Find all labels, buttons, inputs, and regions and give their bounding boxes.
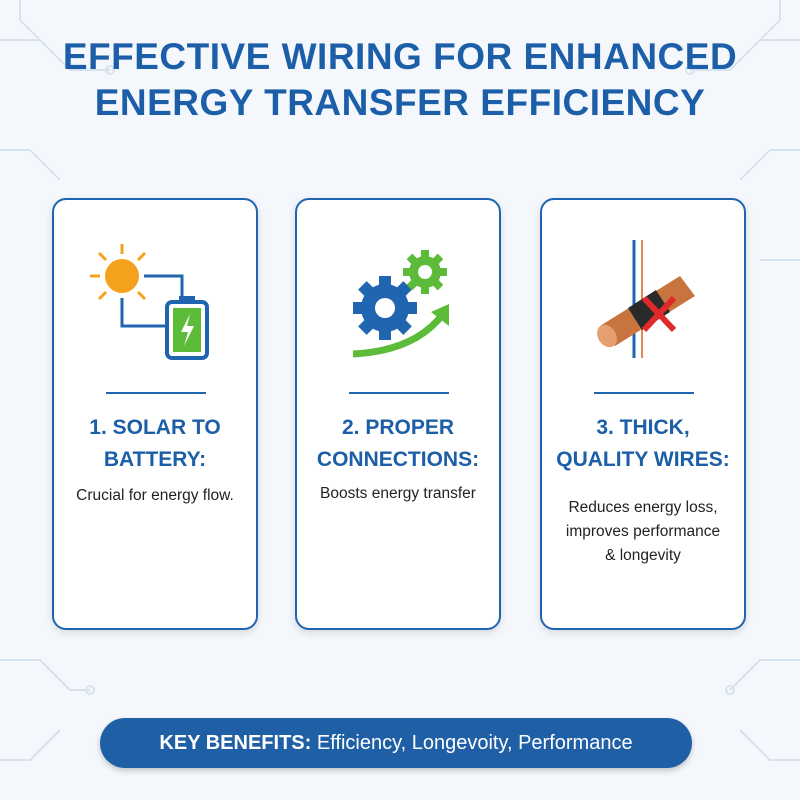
heading-line: QUALITY WIRES:	[556, 448, 730, 471]
body-line: Reduces energy loss,	[568, 499, 718, 516]
divider	[349, 392, 449, 394]
wire-icon	[597, 240, 695, 358]
sun-core	[105, 259, 139, 293]
green-gear	[403, 250, 447, 294]
card-body: Crucial for energy flow.	[54, 484, 256, 508]
heading-line: BATTERY:	[103, 448, 207, 471]
heading-line: 2. PROPER	[341, 416, 455, 439]
title-line: EFFECTIVE WIRING FOR ENHANCED	[62, 36, 738, 77]
wire-end	[597, 324, 617, 348]
circuit-node	[725, 685, 735, 695]
arrow-head	[431, 304, 449, 326]
blue-gear	[353, 276, 417, 340]
card: 2. PROPER CONNECTIONS: Boosts energy tran…	[295, 198, 501, 630]
cross-mark	[641, 295, 677, 333]
battery-cap	[179, 296, 195, 302]
insulation	[628, 290, 670, 330]
heading-line: CONNECTIONS:	[316, 448, 480, 471]
card-heading: 2. PROPER CONNECTIONS:	[297, 412, 499, 476]
bolt	[181, 314, 194, 346]
circuit-node	[685, 65, 695, 75]
circuit-trace	[690, 0, 800, 261]
card: 3. THICK, QUALITY WIRES: Reduces energy l…	[540, 198, 746, 630]
wire	[120, 274, 184, 328]
heading-line: 1. SOLAR TO	[89, 416, 221, 439]
divider	[106, 392, 206, 394]
gears-icon	[352, 250, 449, 358]
title-line: ENERGY TRANSFER EFFICIENCY	[94, 82, 706, 123]
card-heading: 1. SOLAR TO BATTERY:	[54, 412, 256, 476]
benefits-banner: KEY BENEFITS: Efficiency, Longevoity, Pe…	[100, 718, 692, 768]
benefits-label: KEY BENEFITS:	[159, 732, 312, 754]
circuit-trace	[0, 659, 800, 761]
card: 1. SOLAR TO BATTERY: Crucial for energy f…	[52, 198, 258, 630]
body-line: Boosts energy transfer	[320, 485, 476, 502]
card-body: Boosts energy transfer	[297, 482, 499, 506]
card-heading: 3. THICK, QUALITY WIRES:	[542, 412, 744, 476]
circuit-trace	[0, 0, 110, 181]
divider	[594, 392, 694, 394]
arrow	[352, 311, 446, 358]
card-body: Reduces energy loss, improves performance…	[542, 496, 744, 568]
circuit-node	[105, 65, 115, 75]
body-line: & longevity	[605, 547, 681, 564]
solar-battery-icon	[90, 244, 209, 360]
body-line: Crucial for energy flow.	[76, 487, 234, 504]
heading-line: 3. THICK,	[596, 416, 690, 439]
body-line: improves performance	[565, 523, 721, 540]
circuit-node	[85, 685, 95, 695]
benefits-text: Efficiency, Longevoity, Performance	[316, 732, 633, 754]
